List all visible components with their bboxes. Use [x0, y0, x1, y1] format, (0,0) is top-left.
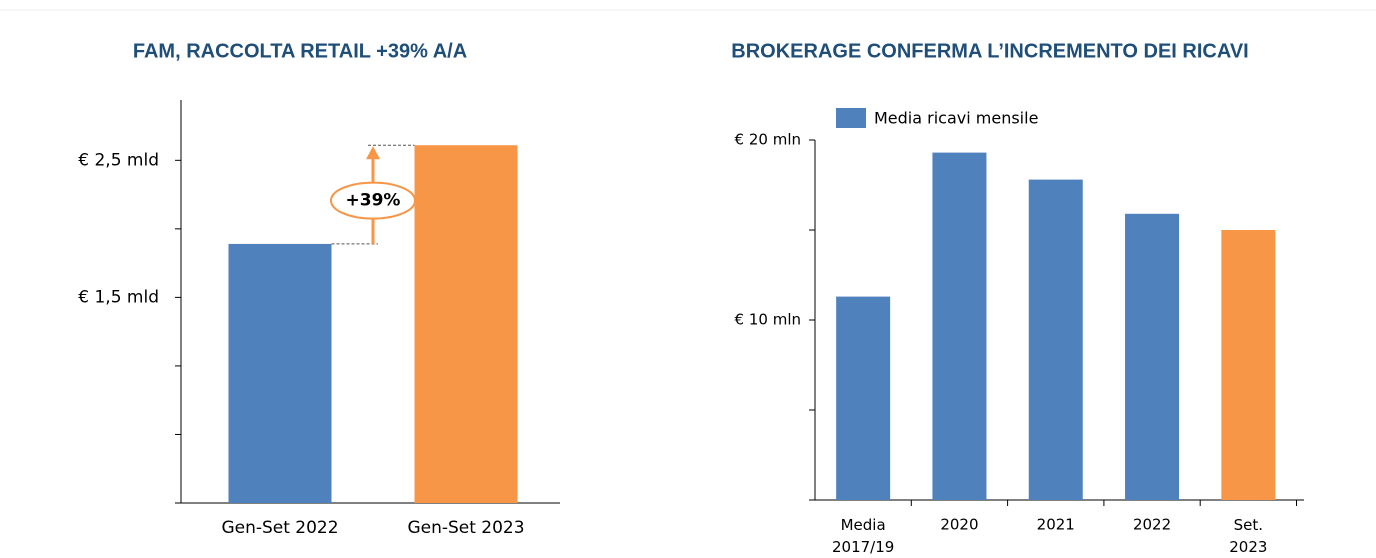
y-tick-label: € 20 mln [735, 131, 801, 149]
bar [836, 296, 891, 500]
bar [932, 152, 987, 500]
annotation: +39% [346, 191, 401, 211]
x-tick-label: 2022 [1133, 516, 1171, 534]
bar [228, 243, 332, 503]
arrow-head [366, 146, 380, 160]
x-tick-label: 2021 [1037, 516, 1075, 534]
bar [1221, 230, 1276, 500]
x-tick-label: 2020 [940, 516, 978, 534]
y-tick-label: € 2,5 mld [78, 150, 159, 170]
legend-swatch [836, 108, 866, 128]
x-tick-label: Media 2017/19 [832, 516, 894, 556]
x-tick-label: Gen-Set 2022 [221, 518, 338, 538]
bar [1125, 213, 1180, 501]
chart-title: FAM, RACCOLTA RETAIL +39% A/A [133, 40, 467, 62]
legend-label: Media ricavi mensile [874, 109, 1038, 128]
x-tick-label: Set. 2023 [1229, 516, 1267, 556]
bar [1028, 179, 1083, 500]
chart-title: BROKERAGE CONFERMA L’INCREMENTO DEI RICA… [731, 40, 1248, 62]
y-tick-label: € 1,5 mld [78, 287, 159, 307]
x-tick-label: Gen-Set 2023 [407, 518, 524, 538]
y-tick-label: € 10 mln [735, 311, 801, 329]
bar [414, 145, 518, 504]
annotation-bubble [330, 181, 416, 220]
